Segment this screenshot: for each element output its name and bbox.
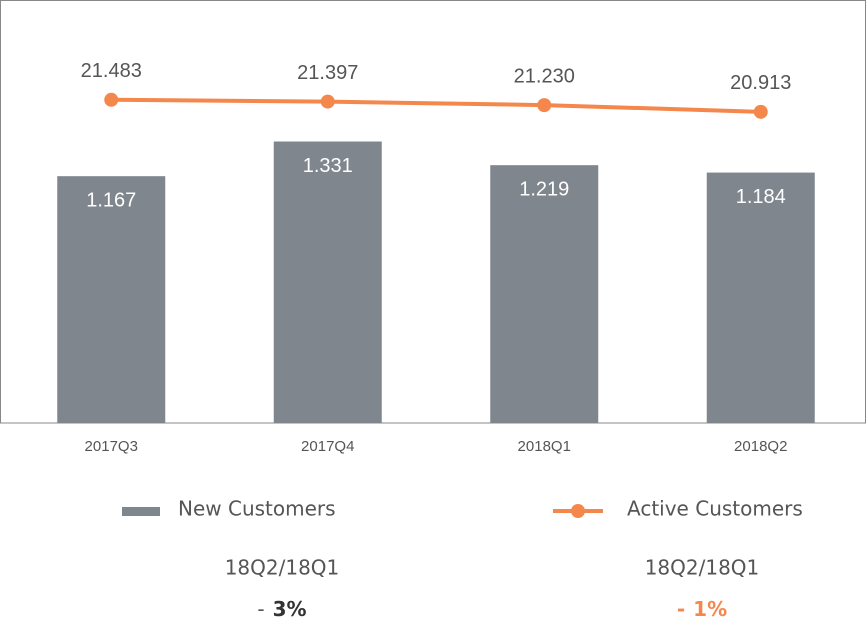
line-marker — [753, 104, 768, 119]
annotation-sign: - — [677, 597, 685, 621]
annotation-value: 3% — [273, 597, 307, 621]
bar-label: 1.184 — [736, 186, 786, 208]
bar-label: 1.167 — [86, 189, 136, 211]
annotation-change: -3% — [257, 597, 306, 621]
x-tick-label: 2018Q2 — [734, 438, 787, 455]
annotation-sign: - — [257, 597, 264, 621]
bar-label: 1.219 — [519, 178, 569, 200]
bar-label: 1.331 — [303, 155, 353, 177]
line-marker — [320, 94, 335, 109]
line-label: 20.913 — [730, 72, 791, 94]
x-tick-label: 2018Q1 — [518, 438, 571, 455]
x-tick-label: 2017Q4 — [301, 438, 354, 455]
annotation-period: 18Q2/18Q1 — [645, 556, 760, 580]
line-label: 21.230 — [514, 65, 575, 87]
legend-swatch-marker — [571, 504, 585, 518]
annotation-change: -1% — [677, 597, 727, 621]
bar — [273, 141, 382, 423]
bar — [490, 165, 599, 423]
line-marker — [537, 98, 552, 113]
bar — [57, 176, 166, 423]
annotation-period: 18Q2/18Q1 — [225, 556, 340, 580]
legend-label: Active Customers — [627, 497, 803, 521]
legend-swatch — [122, 507, 160, 516]
bar — [706, 172, 815, 423]
line — [111, 97, 761, 114]
legend-label: New Customers — [178, 497, 336, 521]
annotation-value: 1% — [693, 597, 727, 621]
line-label: 21.483 — [81, 60, 142, 82]
line-label: 21.397 — [297, 62, 358, 84]
line-marker — [104, 92, 119, 107]
x-tick-label: 2017Q3 — [85, 438, 138, 455]
